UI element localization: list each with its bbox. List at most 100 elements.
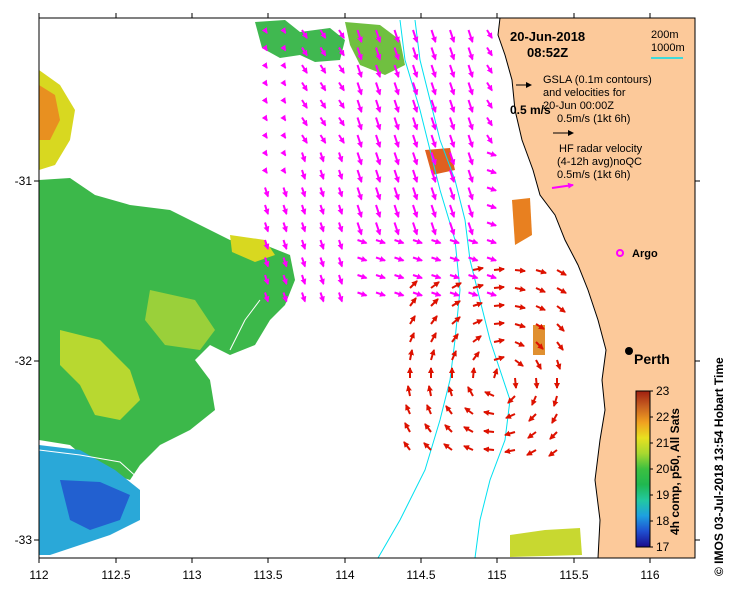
radar-vector	[535, 287, 546, 293]
gsla-vector	[430, 99, 437, 113]
radar-vector	[467, 386, 474, 397]
gsla-vector	[394, 291, 405, 297]
gsla-vector	[467, 134, 474, 148]
sst-patch-yellow-mid	[60, 330, 140, 420]
radar-vector	[409, 332, 415, 343]
gsla-vector	[412, 82, 419, 96]
gsla-vector	[393, 152, 400, 166]
colorbar-tick-label: 18	[656, 514, 670, 528]
radar-vector	[424, 423, 432, 433]
gsla-vector	[430, 222, 437, 236]
radar-vector	[514, 286, 526, 292]
x-tick-label: 113	[182, 568, 201, 582]
radar-vector	[409, 315, 416, 325]
gsla-vector	[394, 238, 405, 245]
gsla-vector	[393, 134, 400, 148]
gsla-vector	[412, 169, 419, 183]
x-tick-label: 114.5	[406, 568, 435, 582]
radar-vector	[504, 430, 516, 437]
gsla-vector	[412, 238, 423, 245]
gsla-vector	[467, 47, 474, 61]
radar-vector	[430, 281, 440, 289]
gsla-vector	[280, 44, 287, 52]
isobath-lines	[377, 19, 511, 558]
gsla-vector	[261, 114, 268, 122]
gsla-vector	[300, 292, 307, 303]
map-title-time: 08:52Z	[527, 45, 568, 60]
gsla-vector	[337, 187, 344, 198]
sst-patch-lightgreen	[145, 290, 215, 350]
gsla-vector	[282, 292, 288, 303]
radar-vector	[556, 323, 565, 332]
gsla-vector	[357, 256, 368, 262]
radar-vector	[451, 350, 457, 361]
gsla-vector	[486, 291, 497, 297]
radar-vector	[451, 333, 459, 343]
radar-vector	[492, 368, 499, 379]
legend-depth-200: 200m	[651, 29, 679, 41]
radar-vector	[404, 422, 411, 433]
gsla-vector	[449, 29, 456, 43]
gsla-vector	[468, 273, 479, 280]
gsla-vector	[486, 203, 497, 210]
gsla-vector	[393, 64, 400, 78]
gsla-vector	[449, 117, 456, 131]
gsla-vector	[412, 134, 419, 148]
gsla-vector	[356, 222, 363, 236]
gsla-vector	[467, 169, 474, 183]
gsla-vector	[375, 204, 382, 218]
radar-vector	[472, 301, 483, 308]
gsla-vector	[300, 169, 307, 180]
gsla-vector	[430, 82, 437, 96]
radar-vector	[526, 449, 537, 456]
gsla-vector	[468, 238, 479, 245]
gsla-vector	[449, 291, 460, 297]
gsla-vector	[356, 187, 363, 201]
radar-vector	[451, 316, 461, 325]
gsla-vector	[280, 62, 287, 69]
legend-gsla-line1: GSLA (0.1m contours)	[543, 74, 652, 86]
radar-vector	[507, 395, 516, 404]
radar-vector	[472, 335, 482, 343]
radar-vector	[427, 385, 433, 397]
radar-vector	[527, 431, 537, 439]
radar-vector	[549, 431, 558, 440]
gsla-vector	[319, 292, 325, 303]
radar-vector	[408, 349, 414, 361]
radar-vector	[514, 304, 526, 310]
radar-vector	[444, 424, 453, 433]
gsla-vector	[282, 274, 288, 285]
radar-vector	[512, 377, 519, 389]
x-tick-label: 113.5	[253, 568, 282, 582]
x-tick-label: 115	[487, 568, 506, 582]
gsla-vector	[356, 204, 363, 218]
radar-vector	[430, 315, 438, 325]
gsla-vector	[449, 238, 460, 245]
gsla-vector	[412, 222, 419, 236]
gsla-vector	[319, 116, 327, 127]
gsla-vector	[338, 134, 345, 144]
radar-vector	[445, 405, 453, 415]
gsla-vector	[486, 238, 497, 245]
radar-vector	[493, 302, 505, 309]
gsla-vector	[319, 204, 325, 215]
gsla-vector	[393, 204, 400, 218]
gsla-vector	[261, 167, 268, 174]
gsla-vector	[486, 99, 493, 109]
colorbar-bar	[635, 390, 651, 548]
radar-vector	[555, 359, 562, 370]
gsla-vector	[486, 134, 493, 144]
radar-vector	[514, 267, 526, 274]
gsla-vector	[430, 204, 437, 218]
gsla-vector	[449, 82, 456, 96]
gsla-vector	[393, 29, 400, 43]
x-tick-label: 116	[640, 568, 659, 582]
radar-vector	[429, 349, 436, 361]
gsla-vector	[431, 273, 442, 280]
gsla-vector	[282, 239, 288, 250]
radar-vector	[463, 426, 474, 433]
y-tick-label: -32	[15, 354, 33, 368]
gsla-vector	[337, 204, 344, 215]
sst-patch-hot-spot-2	[512, 198, 532, 245]
